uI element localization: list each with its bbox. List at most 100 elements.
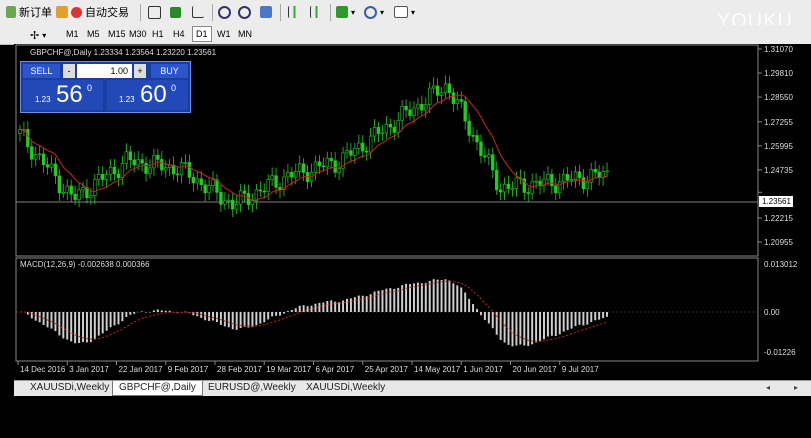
timeframe-h1[interactable]: H1: [152, 29, 164, 39]
price-tick-label: 1.24735: [764, 166, 793, 175]
price-tick-label: 1.28550: [764, 93, 793, 102]
zoom-out-button[interactable]: [238, 3, 251, 21]
candle-body: [534, 180, 538, 183]
indicators-button[interactable]: ▾: [336, 3, 355, 21]
tile-windows-icon: [260, 6, 272, 18]
candle-body: [136, 159, 140, 166]
price-tick-label: 1.22215: [764, 214, 793, 223]
date-tick-label: 14 May 2017: [414, 365, 461, 374]
price-pane-border: [15, 44, 759, 257]
candle-body: [577, 171, 582, 178]
lot-decrease-button[interactable]: -: [63, 64, 75, 78]
date-tick-label: 19 Mar 2017: [266, 365, 311, 374]
candle-body: [313, 161, 318, 173]
chart-shift-button[interactable]: [310, 3, 322, 21]
candle-body: [144, 163, 148, 174]
sell-price-prefix: 1.23: [35, 95, 51, 104]
sell-price-box[interactable]: 1.23 56 0: [23, 80, 103, 110]
stop-icon: [71, 6, 82, 18]
timeframe-m1[interactable]: M1: [66, 29, 79, 39]
candle-body: [30, 146, 34, 160]
timeframe-w1[interactable]: W1: [217, 29, 231, 39]
candle-body: [65, 185, 69, 193]
timeframe-m30[interactable]: M30: [129, 29, 147, 39]
sell-button[interactable]: SELL: [23, 64, 60, 78]
candle-body: [53, 163, 58, 177]
buy-price-box[interactable]: 1.23 60 0: [107, 80, 188, 110]
candle-body: [554, 185, 558, 194]
candle-body: [420, 103, 424, 111]
macd-tick-label: 0.00: [764, 308, 780, 317]
candle-body: [104, 174, 109, 180]
moving-average-line: [20, 94, 608, 201]
candle-body: [199, 178, 203, 186]
candle-body: [479, 141, 483, 156]
macd-tick-label: -0.01226: [764, 348, 796, 357]
chart-shift-icon: [310, 6, 322, 18]
candle-body: [258, 189, 262, 192]
zoom-in-button[interactable]: [218, 3, 231, 21]
candle-body: [506, 183, 511, 189]
bar-chart-button[interactable]: [148, 3, 161, 21]
candle-body: [266, 179, 270, 192]
tab-scroll-left-icon[interactable]: ◂: [766, 383, 771, 392]
chart-header: GBPCHF@,Daily 1.23334 1.23564 1.23220 1.…: [30, 48, 217, 57]
lot-size-input[interactable]: 1.00: [77, 64, 132, 78]
candle-body: [562, 174, 566, 183]
timeframe-m15[interactable]: M15: [108, 29, 126, 39]
candle-body: [101, 173, 105, 180]
tab-eurusd-weekly[interactable]: EURUSD@,Weekly: [208, 382, 296, 393]
timeframe-d1[interactable]: D1: [192, 26, 212, 42]
candle-body: [498, 189, 503, 193]
price-tick-label: 1.27255: [764, 118, 793, 127]
candle-body: [148, 167, 152, 174]
candle-body: [510, 188, 515, 190]
new-order-button[interactable]: 新订单: [6, 3, 52, 21]
timeframe-mn[interactable]: MN: [238, 29, 252, 39]
drawing-cursor-button[interactable]: ✢ ▾: [30, 26, 46, 44]
macd-axis: 0.013012 0.00 -0.01226: [764, 260, 798, 357]
buy-price-point: 0: [171, 83, 177, 93]
candle-body: [345, 150, 349, 154]
line-chart-button[interactable]: [192, 3, 204, 21]
candle-body: [483, 155, 487, 158]
periods-button[interactable]: ▾: [364, 3, 384, 21]
tab-gbpchf-daily[interactable]: GBPCHF@,Daily: [112, 381, 203, 396]
candle-body: [526, 192, 530, 194]
candle-body: [317, 161, 322, 167]
candle-body: [168, 164, 172, 168]
candle-body: [183, 162, 188, 164]
candle-body: [128, 151, 132, 161]
tab-xauusdi-weekly-2[interactable]: XAUUSDi,Weekly: [306, 382, 386, 393]
templates-button[interactable]: ▾: [394, 3, 415, 21]
candle-body: [124, 151, 129, 164]
candle-body: [37, 153, 42, 156]
price-tick-label: 1.25995: [764, 142, 793, 151]
candle-body: [108, 166, 113, 175]
timeframe-h4[interactable]: H4: [173, 29, 185, 39]
timeframe-m5[interactable]: M5: [87, 29, 100, 39]
expert-icon: [56, 6, 68, 18]
auto-scroll-button[interactable]: [288, 3, 300, 21]
candle-body: [558, 181, 562, 194]
candle-body: [61, 191, 65, 194]
candle-body: [278, 186, 282, 191]
candle-chart-button[interactable]: [170, 3, 181, 21]
lot-increase-button[interactable]: +: [134, 64, 146, 78]
tab-xauusdi-weekly[interactable]: XAUUSDi,Weekly: [30, 382, 110, 393]
candle-body: [219, 192, 223, 205]
bar-chart-icon: [148, 5, 161, 19]
toolbar-separator: [280, 4, 281, 21]
toolbar-separator: [140, 4, 141, 21]
buy-button[interactable]: BUY: [151, 64, 188, 78]
candle-body: [112, 166, 117, 175]
candle-body: [41, 153, 46, 165]
tile-windows-button[interactable]: [260, 3, 272, 21]
candle-body: [49, 163, 54, 168]
auto-trading-button[interactable]: 自动交易: [56, 3, 129, 21]
candle-body: [156, 154, 160, 160]
candle-body: [412, 107, 416, 116]
tab-scroll-right-icon[interactable]: ▸: [794, 383, 799, 392]
candle-body: [589, 169, 593, 183]
candle-body: [392, 126, 396, 133]
